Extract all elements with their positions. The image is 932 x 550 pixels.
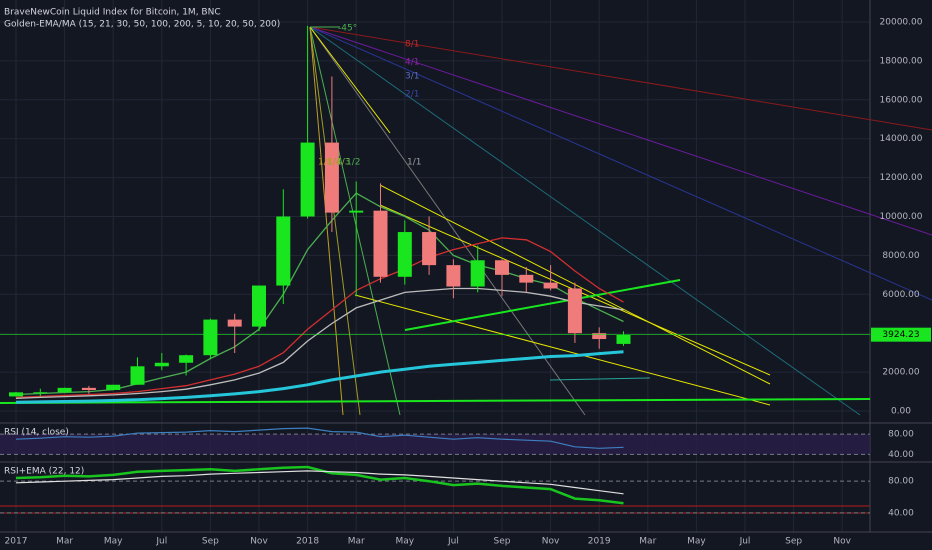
- fan-line: [309, 26, 932, 131]
- x-tick-label: Nov: [542, 537, 560, 547]
- candle-body: [276, 216, 291, 286]
- x-tick-label: Sep: [494, 537, 511, 547]
- y-tick-label: 16000.00: [880, 95, 923, 105]
- x-tick-label: Mar: [348, 537, 365, 547]
- fan-line: [309, 26, 586, 416]
- last-price-box: [871, 327, 931, 342]
- x-tick-label: 2019: [588, 537, 611, 547]
- fan-line: [309, 26, 401, 416]
- candle-body: [81, 387, 96, 391]
- fan-line: [309, 26, 861, 416]
- candle-body: [349, 210, 364, 213]
- fan-label: -45°: [338, 24, 357, 34]
- fan-line: [309, 26, 932, 301]
- rsi-band: [0, 434, 870, 455]
- chart-title: BraveNewCoin Liquid Index for Bitcoin, 1…: [4, 8, 221, 18]
- indicator-line: [15, 465, 624, 505]
- y-tick-label: 80.00: [888, 430, 914, 440]
- moving-average-line: [15, 287, 624, 400]
- chart-subtitle: Golden-EMA/MA (15, 21, 30, 50, 100, 200,…: [4, 20, 280, 30]
- fan-label: 1/4: [327, 158, 342, 168]
- moving-average-line: [15, 237, 624, 399]
- candle-body: [130, 366, 145, 385]
- y-tick-label: 14000.00: [880, 134, 923, 144]
- fan-line: [309, 26, 932, 236]
- fan-label: 1/1: [407, 158, 421, 168]
- x-tick-label: Jul: [739, 537, 751, 547]
- candle-body: [397, 232, 412, 277]
- candle-body: [422, 232, 437, 266]
- candle-body: [543, 282, 558, 289]
- candle-body: [567, 288, 582, 334]
- y-tick-label: 10000.00: [880, 212, 923, 222]
- trend-line: [0, 398, 871, 404]
- y-tick-label: 6000.00: [882, 290, 919, 300]
- fan-line: [309, 26, 391, 134]
- candle-body: [33, 392, 48, 394]
- fan-label: 1/8: [318, 158, 333, 168]
- indicator-line: [15, 470, 624, 495]
- panel-title: RSI (14, close): [4, 428, 69, 438]
- fan-label: 4/1: [405, 58, 419, 68]
- y-tick-label: 8000.00: [882, 251, 919, 261]
- x-tick-label: Sep: [785, 537, 802, 547]
- candle-body: [9, 392, 23, 397]
- candle-body: [252, 285, 266, 327]
- fan-label: 1/3: [336, 158, 350, 168]
- x-tick-label: Sep: [202, 537, 219, 547]
- fan-label: 3/1: [405, 72, 419, 82]
- candle-body: [592, 333, 607, 340]
- x-tick-label: 2018: [296, 537, 319, 547]
- y-tick-label: 2000.00: [882, 368, 919, 378]
- y-tick-label: 40.00: [888, 450, 914, 460]
- x-tick-label: Nov: [250, 537, 268, 547]
- y-tick-label: 40.00: [888, 508, 914, 518]
- trend-line: [549, 377, 651, 381]
- last-price-label: 3924.23: [882, 330, 919, 340]
- candle-body: [203, 319, 218, 356]
- y-tick-label: 0.00: [891, 407, 911, 417]
- candle-body: [57, 387, 72, 393]
- candle-body: [324, 142, 339, 213]
- candle-body: [470, 260, 485, 287]
- candle-body: [446, 265, 461, 287]
- fan-label: 8/1: [405, 40, 419, 50]
- candle-body: [106, 384, 121, 391]
- trend-line: [354, 294, 771, 406]
- indicator-line: [15, 427, 624, 449]
- fan-label: 1/2: [346, 158, 360, 168]
- candle-body: [227, 319, 242, 327]
- x-tick-label: May: [104, 537, 123, 547]
- y-tick-label: 12000.00: [880, 173, 923, 183]
- x-tick-label: Mar: [56, 537, 73, 547]
- x-tick-label: May: [687, 537, 706, 547]
- y-tick-label: 20000.00: [880, 17, 923, 27]
- x-tick-label: 2017: [5, 537, 28, 547]
- candle-body: [495, 260, 509, 275]
- candle-body: [179, 355, 194, 363]
- moving-average-line: [15, 350, 624, 404]
- candle-body: [373, 210, 388, 277]
- candle-body: [154, 362, 169, 367]
- fan-label: 2/1: [405, 90, 419, 100]
- x-tick-label: Jul: [155, 537, 167, 547]
- candle-body: [300, 142, 315, 217]
- x-tick-label: May: [395, 537, 414, 547]
- panel-title: RSI+EMA (22, 12): [4, 467, 84, 477]
- y-tick-label: 18000.00: [880, 56, 923, 66]
- x-tick-label: Mar: [639, 537, 656, 547]
- candle-body: [616, 334, 631, 344]
- candle-body: [519, 274, 534, 283]
- x-tick-label: Nov: [833, 537, 851, 547]
- fan-line: [309, 26, 361, 416]
- trend-line: [404, 279, 681, 331]
- fan-line: [309, 26, 344, 416]
- x-tick-label: Jul: [447, 537, 459, 547]
- y-tick-label: 80.00: [888, 477, 914, 487]
